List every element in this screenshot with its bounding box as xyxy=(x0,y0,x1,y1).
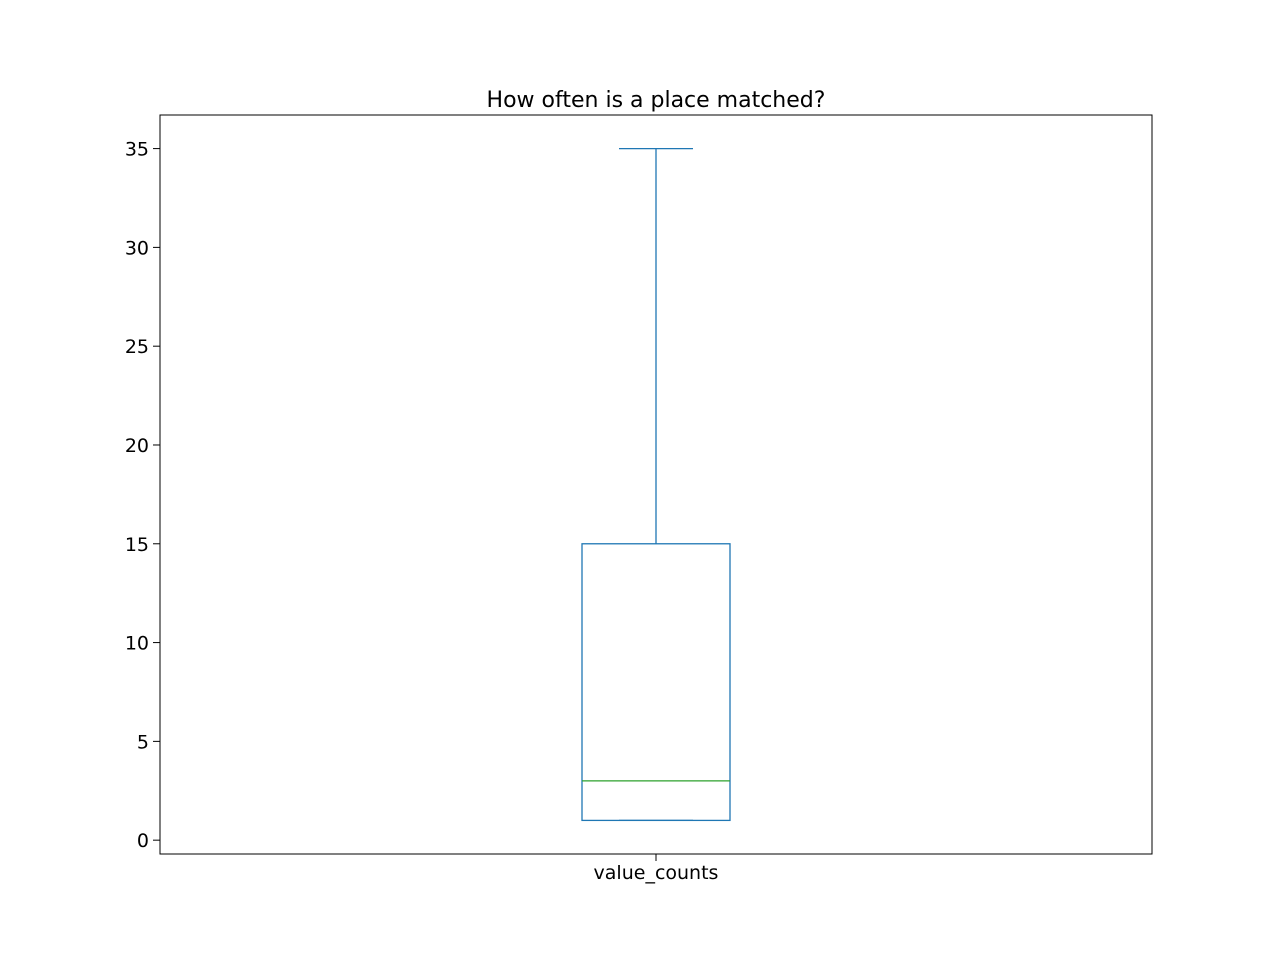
y-tick-label: 10 xyxy=(125,633,149,655)
y-tick-label: 5 xyxy=(137,731,149,753)
chart-title: How often is a place matched? xyxy=(487,88,826,113)
y-tick-label: 30 xyxy=(125,237,149,259)
y-tick-label: 15 xyxy=(125,534,149,556)
y-tick-label: 25 xyxy=(125,336,149,358)
iqr-box xyxy=(581,543,731,822)
y-tick-label: 0 xyxy=(137,830,149,852)
x-tick-label: value_counts xyxy=(594,862,719,884)
y-tick-label: 20 xyxy=(125,435,149,457)
y-tick-label: 35 xyxy=(125,139,149,161)
